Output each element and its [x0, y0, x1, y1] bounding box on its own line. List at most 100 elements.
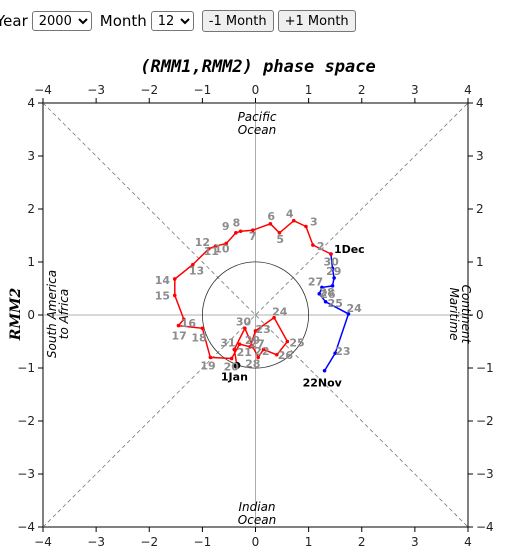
day-label: 6	[267, 210, 275, 223]
day-labels: 22Nov23242526272829301Dec234567891011121…	[155, 208, 365, 390]
x-tick-label-top: 2	[358, 83, 366, 97]
trajectory-point	[251, 228, 255, 232]
day-label: 27	[308, 275, 323, 288]
day-label: 26	[320, 288, 336, 301]
day-label: 24	[272, 306, 288, 319]
region-right-line1: Maritime	[447, 287, 461, 340]
day-label: 31	[220, 336, 235, 349]
trajectory-nov-line	[318, 253, 350, 371]
trajectory-point	[277, 231, 282, 235]
day-label: 23	[256, 323, 271, 336]
month-label: Month	[99, 12, 147, 30]
trajectory-point	[208, 355, 213, 360]
y-tick-label-right: −4	[476, 520, 494, 534]
controls-bar: Year 2000 Month 12 -1 Month +1 Month	[0, 10, 356, 32]
trajectory-point	[317, 292, 322, 296]
y-tick-label-left: 3	[27, 149, 35, 163]
x-tick-label-bottom: 1	[305, 535, 313, 549]
day-label: 9	[222, 220, 230, 233]
region-left-line1: South America	[45, 270, 59, 358]
trajectory-point	[176, 323, 181, 328]
trajectory-point	[272, 315, 276, 320]
region-bottom-line2: Ocean	[238, 513, 276, 527]
trajectory-point	[237, 342, 242, 346]
year-label: Year	[0, 12, 28, 30]
y-tick-label-left: −2	[17, 414, 35, 428]
trajectory-point	[332, 276, 336, 280]
x-tick-label-top: 4	[464, 83, 472, 97]
x-tick-label-top: −4	[34, 83, 52, 97]
y-tick-label-left: −3	[17, 467, 35, 481]
year-select[interactable]: 2000	[31, 11, 92, 31]
day-label: 1Dec	[334, 243, 365, 256]
y-tick-label-left: −4	[17, 520, 35, 534]
day-label: 3	[310, 215, 318, 228]
x-tick-label-bottom: −1	[194, 535, 212, 549]
day-label: 4	[286, 208, 294, 221]
trajectory-point	[322, 368, 327, 373]
unit-circle	[201, 261, 310, 369]
y-axis-label: RMM2	[8, 288, 24, 342]
trajectory-point	[200, 326, 205, 331]
day-label: 1Jan	[221, 370, 248, 383]
y-tick-label-left: 0	[27, 308, 35, 322]
trajectory-point	[234, 231, 238, 235]
y-tick-label-right: 3	[476, 149, 484, 163]
trajectory-point	[333, 351, 337, 355]
trajectory-point	[330, 284, 335, 288]
day-label: 10	[214, 242, 230, 255]
day-label: 28	[245, 357, 260, 370]
x-tick-label-top: 3	[411, 83, 419, 97]
x-tick-label-bottom: 3	[411, 535, 419, 549]
chart-title: (RMM1,RMM2) phase space	[140, 57, 375, 77]
x-tick-label-bottom: 2	[358, 535, 366, 549]
x-tick-label-top: −2	[140, 83, 158, 97]
y-tick-label-left: −1	[17, 361, 35, 375]
trajectory-point	[330, 266, 335, 271]
next-month-button[interactable]: +1 Month	[277, 10, 356, 32]
x-tick-label-bottom: −4	[34, 535, 52, 549]
end-marker	[233, 361, 241, 369]
day-label: 2	[317, 240, 325, 253]
day-label: 27	[249, 337, 264, 350]
trajectory-point	[248, 345, 252, 349]
day-label: 12	[195, 236, 210, 249]
day-label: 30	[236, 315, 252, 328]
trajectory-point	[232, 347, 237, 352]
day-label: 5	[276, 233, 284, 246]
y-tick-label-right: 2	[476, 202, 484, 216]
day-label: 29	[245, 334, 260, 347]
month-select[interactable]: 12	[150, 11, 194, 31]
trajectory-point	[311, 243, 315, 247]
trajectory-point	[274, 352, 279, 357]
region-left-line2: to Africa	[57, 289, 71, 340]
region-layer: Pacific Ocean Indian Ocean South America…	[45, 110, 473, 527]
trajectory-point	[238, 229, 243, 234]
prev-month-button[interactable]: -1 Month	[201, 10, 274, 32]
x-tick-label-bottom: 4	[464, 535, 472, 549]
day-label: 18	[191, 331, 206, 344]
trajectory-point	[172, 293, 177, 298]
trajectory-dec-line	[174, 219, 332, 366]
region-top-line2: Ocean	[238, 123, 276, 137]
trajectory-point	[256, 355, 260, 360]
day-label: 20	[224, 360, 240, 373]
trajectory-lines	[174, 219, 350, 371]
trajectory-point	[304, 224, 308, 229]
trajectory-point	[172, 277, 177, 281]
day-label: 24	[346, 302, 362, 315]
trajectory-point	[253, 329, 258, 333]
day-label: 25	[289, 337, 304, 350]
day-label: 19	[200, 359, 215, 372]
region-top-line1: Pacific	[238, 110, 277, 124]
trajectory-points	[172, 218, 351, 373]
x-tick-label-top: 1	[305, 83, 313, 97]
diagonal-line	[42, 102, 469, 528]
trajectory-point	[229, 356, 234, 361]
x-tick-label-top: −3	[87, 83, 105, 97]
x-tick-label-top: −1	[194, 83, 212, 97]
x-tick-label-top: 0	[252, 83, 260, 97]
day-label: 8	[233, 216, 241, 229]
y-tick-label-left: 1	[27, 255, 35, 269]
